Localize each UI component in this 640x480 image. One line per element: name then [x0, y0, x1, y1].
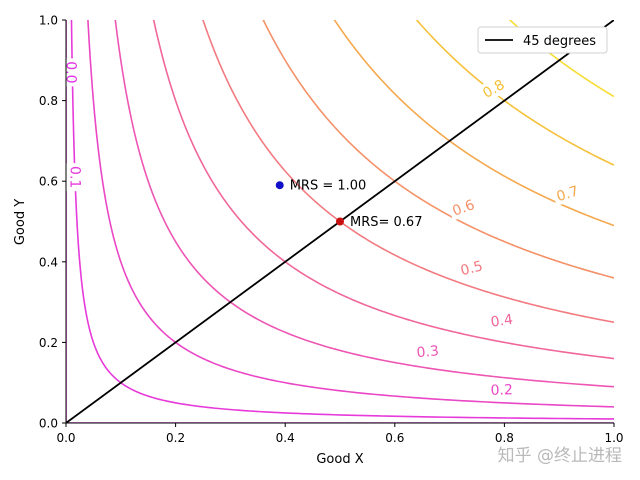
y-tick-label: 0.2 — [39, 336, 58, 350]
x-tick-label: 0.4 — [276, 431, 295, 445]
point-marker-1 — [336, 217, 344, 226]
x-tick-label: 0.6 — [385, 431, 404, 445]
y-tick-label: 1.0 — [39, 14, 58, 28]
contour-label-1: 0.1 — [66, 163, 85, 192]
contour-label-text: 0.6 — [450, 197, 476, 220]
contour-line-0.4 — [152, 20, 614, 360]
legend-entry-45-degrees: 45 degrees — [523, 34, 596, 49]
contour-label-2: 0.2 — [487, 380, 516, 400]
x-tick-label: 0.0 — [56, 431, 75, 445]
contour-labels: 0.0 0.1 0.2 0.3 0.4 0.5 0.6 0.7 0.8 — [62, 58, 584, 400]
contour-line-0.8 — [415, 20, 614, 166]
y-axis-label: Good Y — [13, 199, 28, 245]
contour-label-bg — [487, 380, 516, 400]
contour-lines — [66, 20, 614, 423]
contour-label-4: 0.4 — [486, 309, 517, 332]
y-tick-label: 0.6 — [39, 175, 58, 189]
contour-line-0.1 — [70, 20, 614, 420]
y-tick-label: 0.0 — [39, 417, 58, 431]
legend: 45 degrees — [477, 26, 608, 54]
point-marker-0 — [275, 181, 284, 190]
axes: 0.0 0.2 0.4 0.6 0.8 1.0 0.0 0.2 0.4 0.6 0.8 1.0 Go… — [13, 14, 624, 468]
watermark: 知乎 @终止进程 — [497, 446, 622, 466]
contour-label-bg — [447, 194, 480, 221]
contour-line-0.7 — [333, 20, 614, 227]
contour-label-6: 0.6 — [447, 194, 480, 221]
contour-label-bg — [66, 163, 85, 192]
x-ticks: 0.0 0.2 0.4 0.6 0.8 1.0 — [56, 423, 624, 445]
contour-label-text: 0.3 — [416, 343, 440, 361]
marked-points: MRS = 1.00 MRS= 0.67 — [275, 179, 422, 230]
contour-label-bg — [62, 58, 81, 87]
x-tick-label: 0.8 — [495, 431, 514, 445]
contour-label-bg — [455, 255, 488, 280]
y-ticks: 0.0 0.2 0.4 0.6 0.8 1.0 — [39, 14, 66, 431]
contour-label-3: 0.3 — [412, 341, 443, 362]
x-tick-label: 0.2 — [166, 431, 185, 445]
contour-label-text: 0.7 — [555, 183, 581, 205]
x-tick-label: 1.0 — [604, 431, 623, 445]
contour-label-bg — [476, 73, 511, 104]
legend-box — [477, 26, 608, 54]
point-annotation-0: MRS = 1.00 — [290, 179, 367, 194]
contour-label-8: 0.8 — [476, 73, 511, 104]
contour-label-text: 0.0 — [62, 61, 78, 83]
contour-line-0.2 — [87, 20, 614, 408]
contour-label-bg — [412, 341, 443, 362]
point-annotation-1: MRS= 0.67 — [350, 215, 422, 230]
contour-label-text: 0.2 — [490, 382, 513, 399]
contour-label-text: 0.1 — [66, 166, 82, 188]
contour-line-0.6 — [262, 20, 614, 279]
contour-line-0.5 — [202, 20, 614, 324]
y-tick-label: 0.8 — [39, 94, 58, 108]
contour-label-bg — [551, 180, 584, 206]
y-tick-label: 0.4 — [39, 255, 58, 269]
contour-label-text: 0.4 — [490, 312, 514, 331]
x-axis-label: Good X — [316, 452, 363, 467]
contour-label-7: 0.7 — [551, 180, 584, 206]
contour-line-0.3 — [114, 20, 614, 388]
contour-label-text: 0.5 — [459, 258, 484, 279]
contour-label-0: 0.0 — [62, 58, 81, 87]
contour-label-5: 0.5 — [455, 255, 488, 280]
contour-label-bg — [486, 309, 517, 332]
